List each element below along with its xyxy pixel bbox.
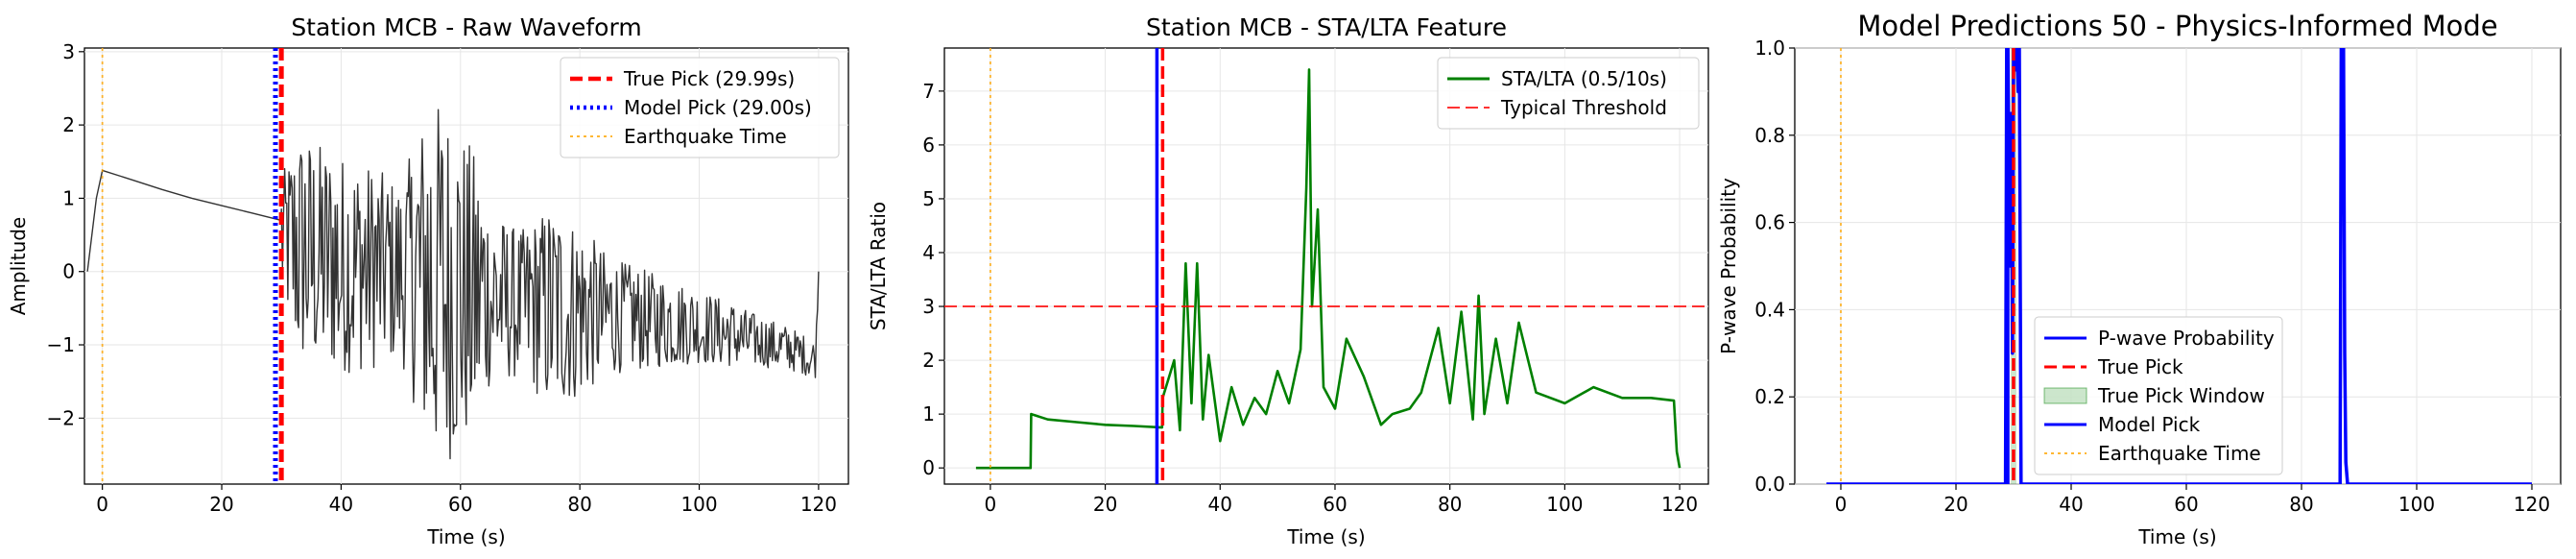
clipped-marks <box>1826 48 2532 484</box>
data-marks <box>1826 48 2532 484</box>
legend-label: True Pick Window <box>2097 384 2265 407</box>
x-tick-label: 80 <box>1438 493 1462 516</box>
axis-ticks: 0 20 40 60 80 100 120 0 1 2 3 4 5 6 7 <box>922 80 1698 516</box>
y-tick-label: −2 <box>47 406 75 429</box>
x-tick-label: 60 <box>1323 493 1347 516</box>
y-tick-label: 5 <box>922 187 935 210</box>
y-tick-label: 0.8 <box>1754 124 1785 147</box>
legend-label: Earthquake Time <box>2098 442 2261 465</box>
chart-title: Station MCB - Raw Waveform <box>291 13 641 41</box>
legend: P-wave Probability True Pick True Pick Win… <box>2034 316 2283 475</box>
x-tick-label: 120 <box>800 493 837 516</box>
x-tick-label: 20 <box>1944 493 1968 516</box>
y-tick-label: 6 <box>922 134 935 157</box>
panel-raw-waveform: 0 20 40 60 80 100 120 −2 −1 0 1 2 3 Station MCB - Ra… <box>7 13 849 548</box>
data-marks <box>944 48 1708 484</box>
legend-label: Model Pick (29.00s) <box>624 96 812 119</box>
legend-label: Typical Threshold <box>1500 96 1667 119</box>
x-tick-label: 60 <box>448 493 472 516</box>
clipped-marks <box>944 48 1708 484</box>
x-axis-label: Time (s) <box>2137 525 2216 548</box>
y-tick-label: 0 <box>922 456 935 479</box>
data-marks <box>86 48 820 484</box>
legend-box <box>1437 57 1700 130</box>
x-axis-label: Time (s) <box>426 525 505 548</box>
legend: True Pick (29.99s) Model Pick (29.00s) Ear… <box>560 57 840 158</box>
series-line <box>975 68 1682 470</box>
x-tick-label: 40 <box>1208 493 1232 516</box>
x-tick-label: 40 <box>2059 493 2083 516</box>
panel-sta-lta: 0 20 40 60 80 100 120 0 1 2 3 4 5 6 7 Station MCB - ST… <box>867 13 1709 548</box>
y-tick-label: 3 <box>62 40 75 63</box>
y-tick-label: 0.6 <box>1754 211 1785 234</box>
y-tick-label: 0.4 <box>1754 298 1785 321</box>
chart-title: Station MCB - STA/LTA Feature <box>1146 13 1507 41</box>
y-tick-label: 1 <box>922 402 935 425</box>
x-tick-label: 0 <box>1835 493 1848 516</box>
x-tick-label: 80 <box>567 493 591 516</box>
y-tick-label: 0.0 <box>1754 473 1785 496</box>
x-tick-label: 0 <box>96 493 108 516</box>
x-tick-label: 80 <box>2289 493 2313 516</box>
y-axis-label: STA/LTA Ratio <box>867 202 890 330</box>
plot-frame <box>83 47 849 485</box>
legend-swatch <box>2043 387 2087 404</box>
x-tick-label: 60 <box>2174 493 2198 516</box>
y-tick-label: 0.2 <box>1754 385 1785 408</box>
x-tick-label: 100 <box>680 493 717 516</box>
y-tick-label: −1 <box>47 333 75 356</box>
x-tick-label: 0 <box>985 493 997 516</box>
chart-title: Model Predictions 50 - Physics-Informed … <box>1857 10 2497 42</box>
x-tick-label: 120 <box>1661 493 1698 516</box>
x-tick-label: 120 <box>2514 493 2550 516</box>
y-tick-label: 2 <box>922 349 935 372</box>
axis-ticks: 0 20 40 60 80 100 120 −2 −1 0 1 2 3 <box>47 40 837 516</box>
y-tick-label: 4 <box>922 241 935 264</box>
legend-box <box>2034 316 2283 475</box>
y-tick-label: 3 <box>922 295 935 318</box>
clipped-marks <box>86 48 820 484</box>
y-axis-label: P-wave Probability <box>1717 178 1740 354</box>
panel-model-predictions: 0 20 40 60 80 100 120 0.0 0.2 0.4 0.6 0.8 1.0 Model … <box>1717 10 2562 548</box>
legend-label: Model Pick <box>2098 413 2201 436</box>
series-line <box>86 109 820 460</box>
x-tick-label: 20 <box>209 493 233 516</box>
legend-label: P-wave Probability <box>2098 327 2275 350</box>
legend: STA/LTA (0.5/10s) Typical Threshold <box>1437 57 1700 130</box>
legend-label: True Pick <box>2097 355 2183 378</box>
x-axis-label: Time (s) <box>1286 525 1365 548</box>
y-axis-label: Amplitude <box>7 217 30 316</box>
x-tick-label: 100 <box>2398 493 2435 516</box>
x-tick-label: 40 <box>329 493 353 516</box>
y-tick-label: 2 <box>62 113 75 136</box>
plot-frame <box>943 47 1709 485</box>
axis-ticks: 0 20 40 60 80 100 120 0.0 0.2 0.4 0.6 0.8 1.0 <box>1754 36 2550 516</box>
y-tick-label: 1 <box>62 186 75 209</box>
y-tick-label: 1.0 <box>1754 36 1785 60</box>
x-tick-label: 100 <box>1546 493 1583 516</box>
legend-box <box>560 57 840 158</box>
legend-label: Earthquake Time <box>624 125 787 148</box>
legend-label: STA/LTA (0.5/10s) <box>1501 67 1667 90</box>
y-tick-label: 0 <box>62 260 75 283</box>
legend-label: True Pick (29.99s) <box>623 67 795 90</box>
x-tick-label: 20 <box>1093 493 1117 516</box>
y-tick-label: 7 <box>922 80 935 103</box>
